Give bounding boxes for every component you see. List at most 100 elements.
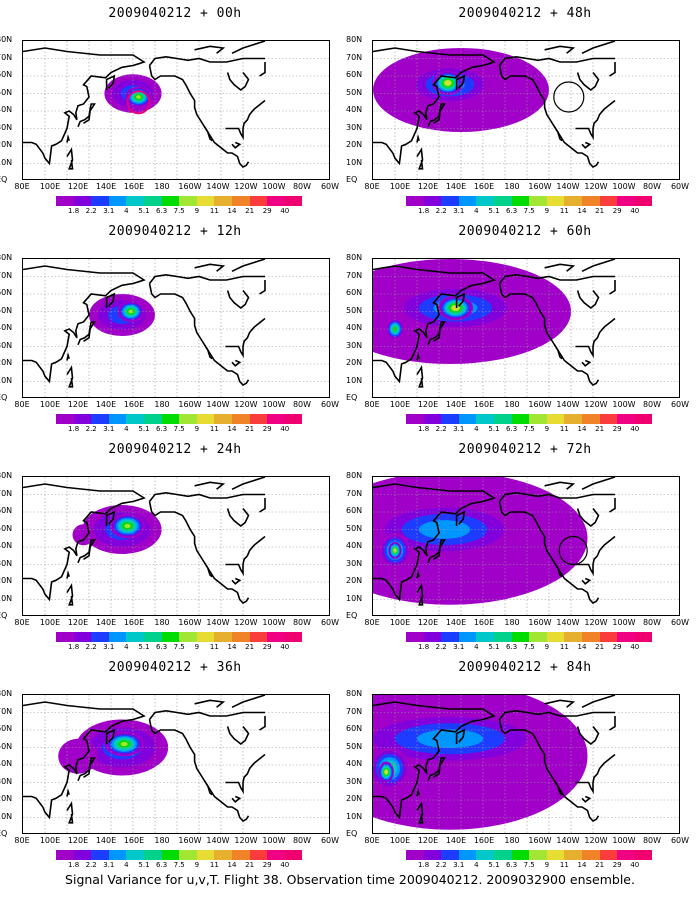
latitude-label: 70N [0,488,13,498]
colorbar-swatch [529,850,547,860]
longitude-label: 140W [206,182,230,191]
map-panel: 2009040212 + 36h 80N 70N 60N 50N 40N 30N 20N 10N… [0,654,350,872]
colorbar-swatch [231,414,250,424]
longitude-label: 120W [234,836,258,845]
coastline [148,65,250,168]
colorbar-swatch [231,850,250,860]
colorbar-swatch [108,632,127,642]
colorbar-swatch [564,414,582,424]
colorbar [406,414,653,424]
coastline [194,481,226,490]
coastline [576,508,600,528]
coastline [231,577,242,585]
coastline [66,365,74,388]
map-panel: 2009040212 + 24h 80N 70N 60N 50N 40N 30N 20N 10N… [0,436,350,654]
longitude-label: 100E [389,618,411,627]
colorbar-swatch [529,414,547,424]
variance-contour [445,81,451,85]
coastline [66,788,70,797]
colorbar-label: 14 [227,207,237,215]
colorbar-label: 21 [595,207,605,215]
latitude-label: 80N [346,689,363,698]
colorbar-label: 6.3 [506,207,518,215]
colorbar-swatch [476,414,494,424]
colorbar-label: 11 [559,861,569,869]
colorbar-swatch [493,632,512,642]
longitude-label: 80W [642,400,662,409]
colorbar-label: 9 [194,207,200,215]
colorbar-swatch [476,850,494,860]
coastline [66,570,70,579]
longitude-label: 60W [670,618,690,627]
variance-map [373,41,679,179]
longitude-label: 100E [389,400,411,409]
coastline [581,695,616,709]
colorbar-swatch [108,196,127,206]
longitude-label: 60W [670,836,690,845]
colorbar-label: 1.8 [418,207,430,215]
colorbar-label: 4 [124,425,129,433]
coastline [416,788,420,797]
latitude-label: 30N [346,122,363,132]
coastline [553,126,563,142]
colorbar-label: 4 [474,861,479,869]
latitude-label: 60N [346,70,363,79]
latitude-label: 50N [346,741,363,751]
panel-title: 2009040212 + 48h [458,6,592,21]
latitude-label: 70N [0,270,13,280]
coastline [105,292,116,308]
longitude-label: 120E [417,618,439,627]
longitude-label: 180 [154,618,170,627]
longitude-label: 120E [417,400,439,409]
coastline [148,283,250,386]
colorbar-swatch [179,632,197,642]
coastline [416,583,424,606]
colorbar-label: 4 [124,861,129,869]
colorbar-swatch [267,196,285,206]
latitude-label: 80N [346,253,363,262]
coastline [259,280,266,295]
colorbar-swatch [73,632,92,642]
latitude-label: 10N [346,375,363,385]
colorbar-swatch [634,632,653,642]
coastline [226,290,250,310]
longitude-label: 160W [178,836,202,845]
longitude-label: 160W [528,836,552,845]
latitude-label: 60N [0,70,13,79]
colorbar-swatch [143,414,162,424]
colorbar-swatch [581,850,600,860]
colorbar-label: 2.2 [435,861,447,869]
colorbar-label: 5.1 [488,207,500,215]
longitude-label: 80W [292,400,312,409]
colorbar-label: 21 [245,425,255,433]
latitude-label: 60N [0,724,13,733]
coastline [609,62,616,77]
colorbar-label: 7.5 [523,861,535,869]
colorbar-swatch [214,632,232,642]
colorbar-label: 29 [612,425,622,433]
colorbar-label: 1.8 [68,861,80,869]
map-frame [22,40,330,180]
coastline [455,510,466,526]
colorbar-label: 6.3 [506,643,518,651]
latitude-label: 30N [0,122,13,132]
longitude-label: 160E [123,836,145,845]
coastline [576,290,600,310]
latitude-label: 10N [0,593,13,603]
colorbar-swatch [406,414,424,424]
colorbar-swatch [267,850,285,860]
latitude-label: 70N [346,52,363,62]
coastline [609,280,616,295]
longitude-label: 60W [320,400,340,409]
latitude-label: EQ [346,393,358,402]
longitude-label: 160W [528,618,552,627]
colorbar-label: 9 [194,425,200,433]
longitude-label: 80E [364,836,380,845]
colorbar [406,196,653,206]
colorbar-label: 3.1 [103,643,115,651]
longitude-label: 120W [584,400,608,409]
colorbar-label: 3.1 [103,207,115,215]
variance-contour [452,306,459,310]
latitude-label: 50N [346,523,363,533]
colorbar-label: 14 [227,643,237,651]
